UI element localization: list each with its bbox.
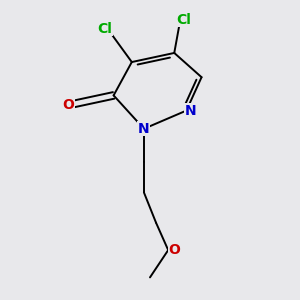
Text: Cl: Cl xyxy=(97,22,112,36)
Text: O: O xyxy=(168,243,180,257)
Text: N: N xyxy=(185,103,197,118)
Text: Cl: Cl xyxy=(176,13,191,27)
Text: N: N xyxy=(138,122,150,136)
Text: O: O xyxy=(62,98,74,112)
